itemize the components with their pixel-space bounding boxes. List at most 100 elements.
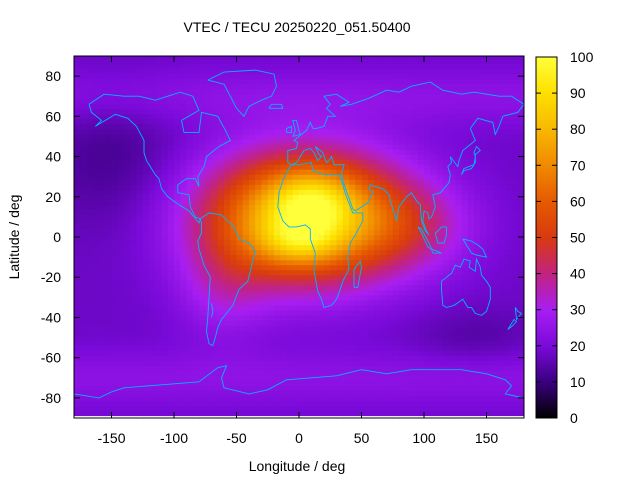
tec-cell [236, 78, 244, 85]
tec-cell [505, 365, 513, 371]
tec-cell [124, 274, 131, 281]
tec-cell [292, 194, 300, 200]
tec-cell [111, 214, 119, 221]
tec-cell [80, 385, 88, 391]
tec-cell [274, 219, 281, 226]
tec-cell [161, 128, 169, 135]
tec-cell [442, 68, 450, 75]
tec-cell [299, 254, 306, 261]
tec-cell [274, 164, 281, 170]
tec-cell [405, 284, 413, 291]
tec-cell [492, 395, 500, 401]
tec-cell [330, 264, 338, 271]
tec-cell [486, 350, 494, 356]
tec-cell [174, 335, 181, 341]
tec-cell [442, 259, 450, 266]
tec-cell [455, 174, 463, 180]
tec-cell [361, 179, 369, 185]
tec-cell [99, 128, 106, 135]
tec-cell [311, 78, 319, 85]
tec-cell [286, 299, 294, 306]
tec-cell [280, 410, 288, 417]
tec-cell [205, 169, 213, 175]
tec-cell [142, 133, 150, 140]
tec-cell [367, 184, 375, 190]
tec-cell [330, 214, 338, 221]
tec-cell [299, 199, 306, 205]
tec-cell [299, 294, 306, 301]
tec-cell [386, 103, 394, 110]
tec-cell [330, 204, 338, 210]
tec-cell [205, 159, 213, 165]
tec-cell [199, 128, 206, 135]
tec-cell [161, 179, 169, 185]
tec-cell [261, 169, 269, 175]
tec-cell [161, 304, 169, 311]
tec-cell [399, 164, 406, 170]
tec-cell [192, 68, 200, 75]
tec-cell [192, 249, 200, 256]
tec-cell [299, 209, 306, 215]
tec-cell [124, 164, 131, 170]
tec-cell [261, 314, 269, 321]
tec-cell [367, 63, 375, 70]
tec-cell [355, 380, 363, 386]
tec-cell [149, 234, 156, 241]
tec-cell [342, 108, 350, 115]
tec-cell [461, 319, 469, 326]
tec-cell [242, 128, 250, 135]
tec-cell [311, 395, 319, 401]
tec-cell [342, 405, 350, 412]
tec-cell [117, 199, 125, 205]
tec-cell [286, 174, 294, 180]
tec-cell [380, 174, 388, 180]
tec-cell [224, 164, 231, 170]
tec-cell [474, 269, 481, 276]
tec-cell [449, 133, 456, 140]
tec-cell [474, 385, 481, 391]
tec-cell [392, 385, 400, 391]
tec-cell [267, 335, 275, 341]
tec-cell [149, 219, 156, 226]
tec-cell [186, 370, 194, 376]
tec-cell [242, 88, 250, 95]
tec-cell [99, 78, 106, 85]
tec-cell [80, 395, 88, 401]
tec-cell [236, 324, 244, 331]
tec-cell [317, 319, 325, 326]
tec-cell [136, 73, 144, 80]
tec-cell [342, 410, 350, 417]
tec-cell [317, 314, 325, 321]
tec-cell [467, 98, 475, 105]
tec-cell [349, 395, 356, 401]
tec-cell [505, 294, 513, 301]
tec-cell [486, 355, 494, 361]
tec-cell [86, 108, 94, 115]
tec-cell [74, 284, 81, 291]
tec-cell [74, 143, 81, 150]
tec-cell [236, 149, 244, 155]
tec-cell [299, 410, 306, 417]
tec-cell [267, 390, 275, 396]
tec-cell [330, 164, 338, 170]
tec-cell [292, 380, 300, 386]
tec-cell [74, 380, 81, 386]
tec-cell [167, 118, 175, 125]
tec-cell [205, 118, 213, 125]
tec-cell [367, 108, 375, 115]
tec-cell [99, 319, 106, 326]
tec-cell [324, 289, 331, 296]
tec-cell [342, 244, 350, 251]
tec-cell [130, 375, 138, 381]
tec-cell [161, 56, 169, 60]
tec-cell [367, 219, 375, 226]
tec-cell [192, 269, 200, 276]
tec-cell [249, 350, 256, 356]
tec-cell [167, 133, 175, 140]
tec-cell [299, 234, 306, 241]
tec-cell [417, 299, 425, 306]
tec-cell [236, 133, 244, 140]
tec-cell [261, 279, 269, 286]
tec-cell [430, 229, 438, 236]
tec-cell [349, 118, 356, 125]
